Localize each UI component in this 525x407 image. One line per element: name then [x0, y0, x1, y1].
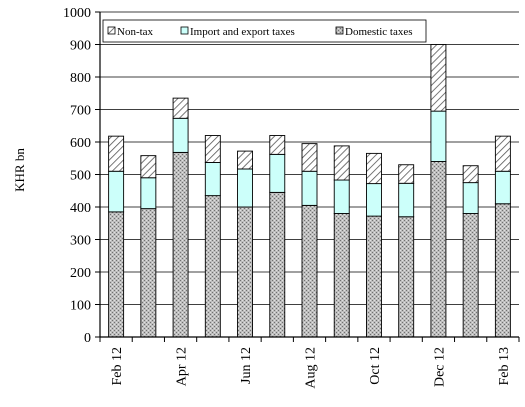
y-axis-label: KHR bn	[12, 148, 27, 192]
bar-domestic-taxes	[366, 215, 382, 338]
legend-box	[102, 19, 427, 43]
bar-domestic-taxes	[494, 203, 511, 338]
bar-import-and-export-taxes	[301, 170, 318, 206]
bars	[108, 44, 511, 338]
bar-import-and-export-taxes	[172, 117, 189, 153]
bar-non-tax	[172, 97, 189, 119]
bar-import-and-export-taxes	[398, 182, 415, 218]
bar-domestic-taxes	[301, 204, 318, 338]
bar-import-and-export-taxes	[430, 110, 447, 162]
bar-import-and-export-taxes	[108, 170, 125, 213]
bar-domestic-taxes	[204, 195, 221, 338]
y-tick-label: 200	[70, 266, 91, 281]
bar-non-tax	[366, 152, 382, 185]
bar-non-tax	[237, 150, 253, 170]
bar-non-tax	[430, 44, 447, 112]
bar-non-tax	[462, 165, 479, 184]
bar-import-and-export-taxes	[237, 168, 253, 208]
bar-import-and-export-taxes	[333, 179, 350, 214]
bar-import-and-export-taxes	[494, 170, 511, 205]
bar-domestic-taxes	[108, 211, 125, 338]
x-tick-label: Feb 12	[110, 347, 125, 386]
legend-label: Import and export taxes	[190, 26, 295, 38]
legend-label: Non-tax	[117, 26, 154, 38]
bar-domestic-taxes	[237, 206, 253, 338]
bar-import-and-export-taxes	[269, 153, 286, 193]
y-tick-label: 1000	[63, 6, 91, 21]
bar-non-tax	[108, 135, 125, 172]
bar-domestic-taxes	[140, 208, 157, 338]
y-tick-label: 0	[84, 331, 91, 346]
bar-non-tax	[204, 135, 221, 163]
bar-non-tax	[494, 135, 511, 172]
y-tick-label: 600	[70, 136, 91, 151]
x-tick-label: Jun 12	[239, 347, 254, 384]
x-tick-label: Oct 12	[368, 347, 383, 385]
y-tick-label: 500	[70, 169, 91, 184]
legend-swatch	[335, 26, 344, 35]
y-tick-label: 100	[70, 299, 91, 314]
x-tick-label: Feb 13	[497, 347, 512, 386]
legend-swatch	[180, 26, 189, 35]
x-tick-label: Apr 12	[175, 347, 190, 386]
bar-non-tax	[140, 155, 157, 179]
bar-import-and-export-taxes	[366, 183, 382, 217]
bar-import-and-export-taxes	[204, 162, 221, 197]
y-tick-label: 700	[70, 104, 91, 119]
y-tick-label: 300	[70, 234, 91, 249]
x-tick-label: Aug 12	[304, 347, 319, 389]
bar-domestic-taxes	[269, 191, 286, 338]
bar-import-and-export-taxes	[140, 177, 157, 210]
bar-domestic-taxes	[398, 216, 415, 338]
legend-swatch	[107, 26, 116, 35]
x-tick-label: Dec 12	[432, 347, 447, 387]
y-tick-label: 400	[70, 201, 91, 216]
y-tick-label: 900	[70, 39, 91, 54]
bar-domestic-taxes	[333, 213, 350, 338]
bar-import-and-export-taxes	[462, 182, 479, 214]
bar-non-tax	[398, 164, 415, 184]
bar-non-tax	[333, 145, 350, 181]
bar-non-tax	[269, 135, 286, 155]
legend-label: Domestic taxes	[345, 26, 413, 38]
bar-domestic-taxes	[172, 151, 189, 338]
bar-domestic-taxes	[430, 161, 447, 338]
legend: Non-tax Import and export taxes Domestic t…	[102, 19, 427, 43]
bar-domestic-taxes	[462, 213, 479, 338]
axes: 0 100 200 300 400 500 600 700 800 900 1000 Feb 12 Ap…	[63, 6, 520, 389]
y-tick-label: 800	[70, 71, 91, 86]
bar-non-tax	[301, 143, 318, 172]
